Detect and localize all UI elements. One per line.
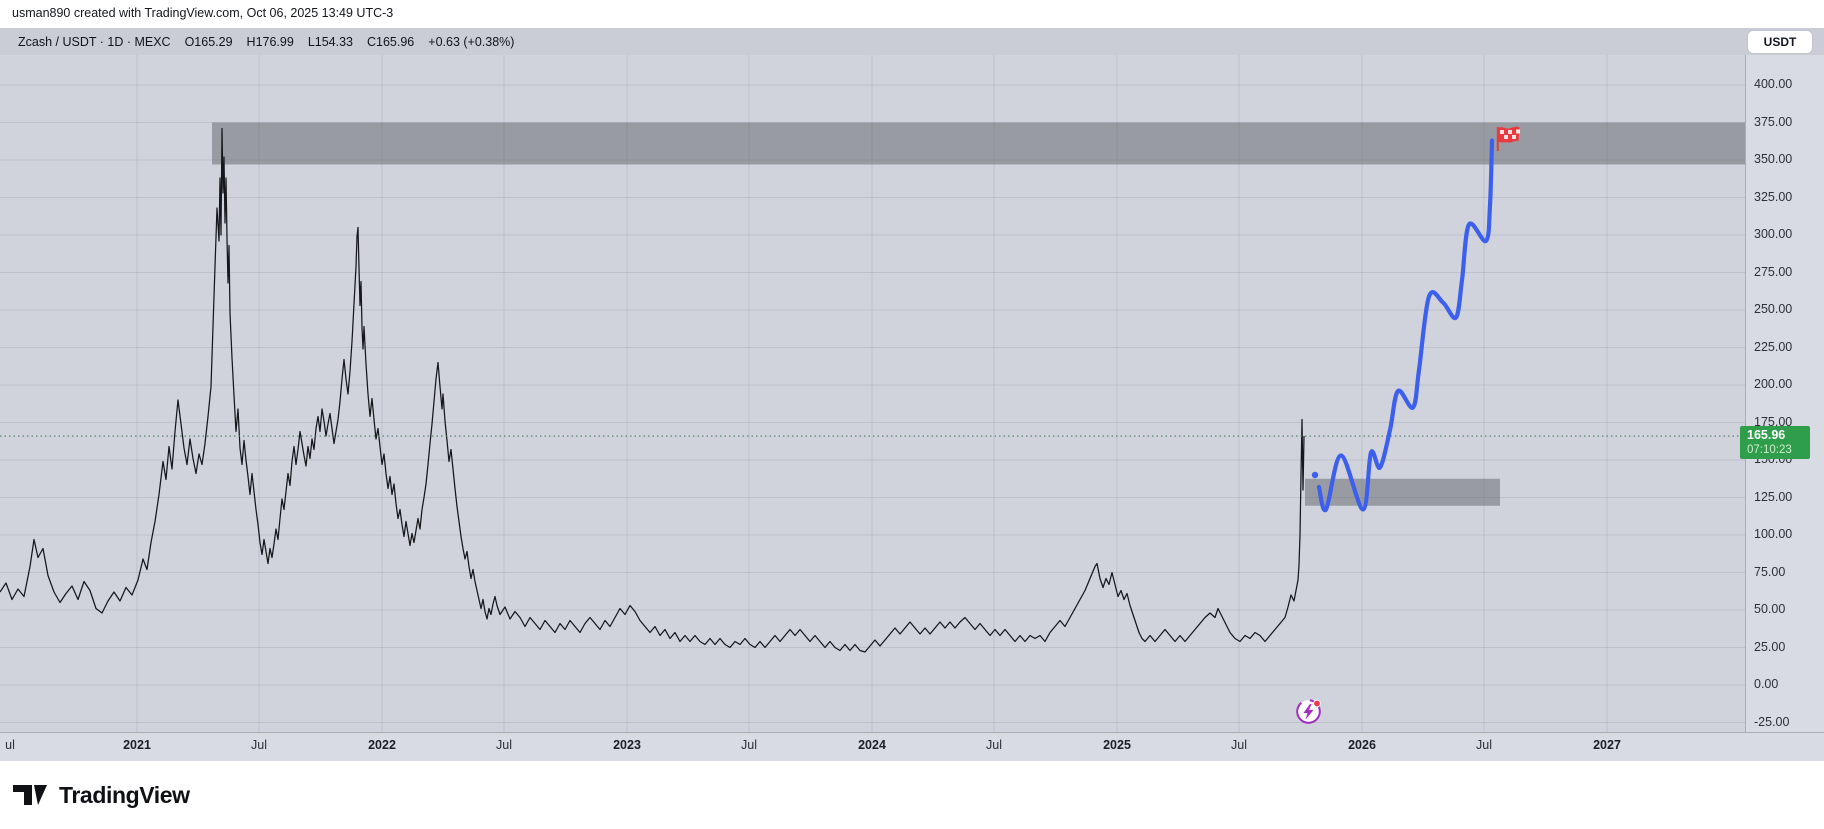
time-tick-label: Jul xyxy=(1231,738,1247,752)
price-tick-label: 75.00 xyxy=(1754,564,1786,579)
price-tick-label: 125.00 xyxy=(1754,489,1793,504)
time-tick-label: Jul xyxy=(986,738,1002,752)
tradingview-logo-text: TradingView xyxy=(59,781,190,808)
lightning-bolt-icon xyxy=(1303,704,1314,720)
price-tick-label: 300.00 xyxy=(1754,227,1793,241)
price-tick-label: 0.00 xyxy=(1754,677,1779,691)
footer-bar: TradingView xyxy=(0,761,1824,829)
last-price-badge: 165.96 07:10:23 xyxy=(1740,426,1810,460)
tradingview-logo[interactable]: TradingView xyxy=(13,781,190,809)
time-tick-label: 2022 xyxy=(368,738,396,752)
time-tick-label: 2026 xyxy=(1348,738,1376,752)
time-tick-label: 2024 xyxy=(858,738,886,752)
price-tick-label: 250.00 xyxy=(1754,302,1793,316)
price-tick-label: 25.00 xyxy=(1754,639,1786,654)
chart-header-strip xyxy=(0,28,1824,55)
price-tick-label: 225.00 xyxy=(1754,339,1793,354)
ohlc-h: H176.99 xyxy=(246,35,294,49)
price-tick-label: 400.00 xyxy=(1754,77,1793,91)
symbol-ohlc-row: Zcash / USDT · 1D · MEXC O165.29 H176.99 L… xyxy=(18,33,514,51)
time-tick-label: ul xyxy=(5,738,15,752)
price-tick-label: 325.00 xyxy=(1754,189,1793,204)
bar-countdown: 07:10:23 xyxy=(1747,444,1792,457)
price-tick-label: -25.00 xyxy=(1754,714,1790,729)
time-tick-label: Jul xyxy=(251,738,267,752)
time-tick-label: Jul xyxy=(496,738,512,752)
time-tick-label: 2025 xyxy=(1103,738,1131,752)
change-value: +0.63 (+0.38%) xyxy=(428,35,515,49)
ohlc-c: C165.96 xyxy=(367,35,415,49)
price-tick-label: 275.00 xyxy=(1754,264,1793,279)
last-price-value: 165.96 xyxy=(1747,428,1786,443)
price-series-line xyxy=(0,127,1305,653)
finish-flag-icon[interactable] xyxy=(1496,126,1520,151)
ohlc-values: O165.29 H176.99 L154.33 C165.96 xyxy=(185,35,415,49)
lightning-event-icon[interactable] xyxy=(1295,698,1322,725)
time-axis[interactable]: ul 2021 Jul 2022 Jul 2023 Jul 2024 Jul 2025 Jul 202… xyxy=(0,732,1824,762)
price-tick-label: 350.00 xyxy=(1754,152,1793,166)
currency-toggle-button[interactable]: USDT xyxy=(1748,31,1812,53)
price-tick-label: 375.00 xyxy=(1754,114,1793,129)
attribution-text: usman890 created with TradingView.com, O… xyxy=(12,6,394,20)
price-axis[interactable]: 400.00 375.00 350.00 325.00 300.00 275.00 250.… xyxy=(1745,55,1824,732)
time-tick-label: Jul xyxy=(741,738,757,752)
chart-svg[interactable] xyxy=(0,55,1745,732)
price-tick-label: 100.00 xyxy=(1754,527,1793,541)
time-tick-label: Jul xyxy=(1476,738,1492,752)
time-tick-label: 2023 xyxy=(613,738,641,752)
chart-plot-area[interactable] xyxy=(0,55,1745,732)
ohlc-l: L154.33 xyxy=(307,35,353,49)
time-tick-label: 2027 xyxy=(1593,738,1621,752)
price-tick-label: 175.00 xyxy=(1754,414,1793,429)
symbol-info[interactable]: Zcash / USDT · 1D · MEXC xyxy=(18,35,171,49)
price-tick-label: 200.00 xyxy=(1754,377,1793,391)
support-zone[interactable] xyxy=(1305,478,1500,506)
projection-curve[interactable] xyxy=(1316,138,1495,513)
price-tick-label: 50.00 xyxy=(1754,602,1786,616)
event-icon-red-dot xyxy=(1313,699,1321,708)
time-tick-label: 2021 xyxy=(123,738,151,752)
ohlc-o: O165.29 xyxy=(184,35,233,49)
tradingview-logo-mark xyxy=(13,785,47,805)
projection-start-dot[interactable] xyxy=(1311,471,1319,479)
